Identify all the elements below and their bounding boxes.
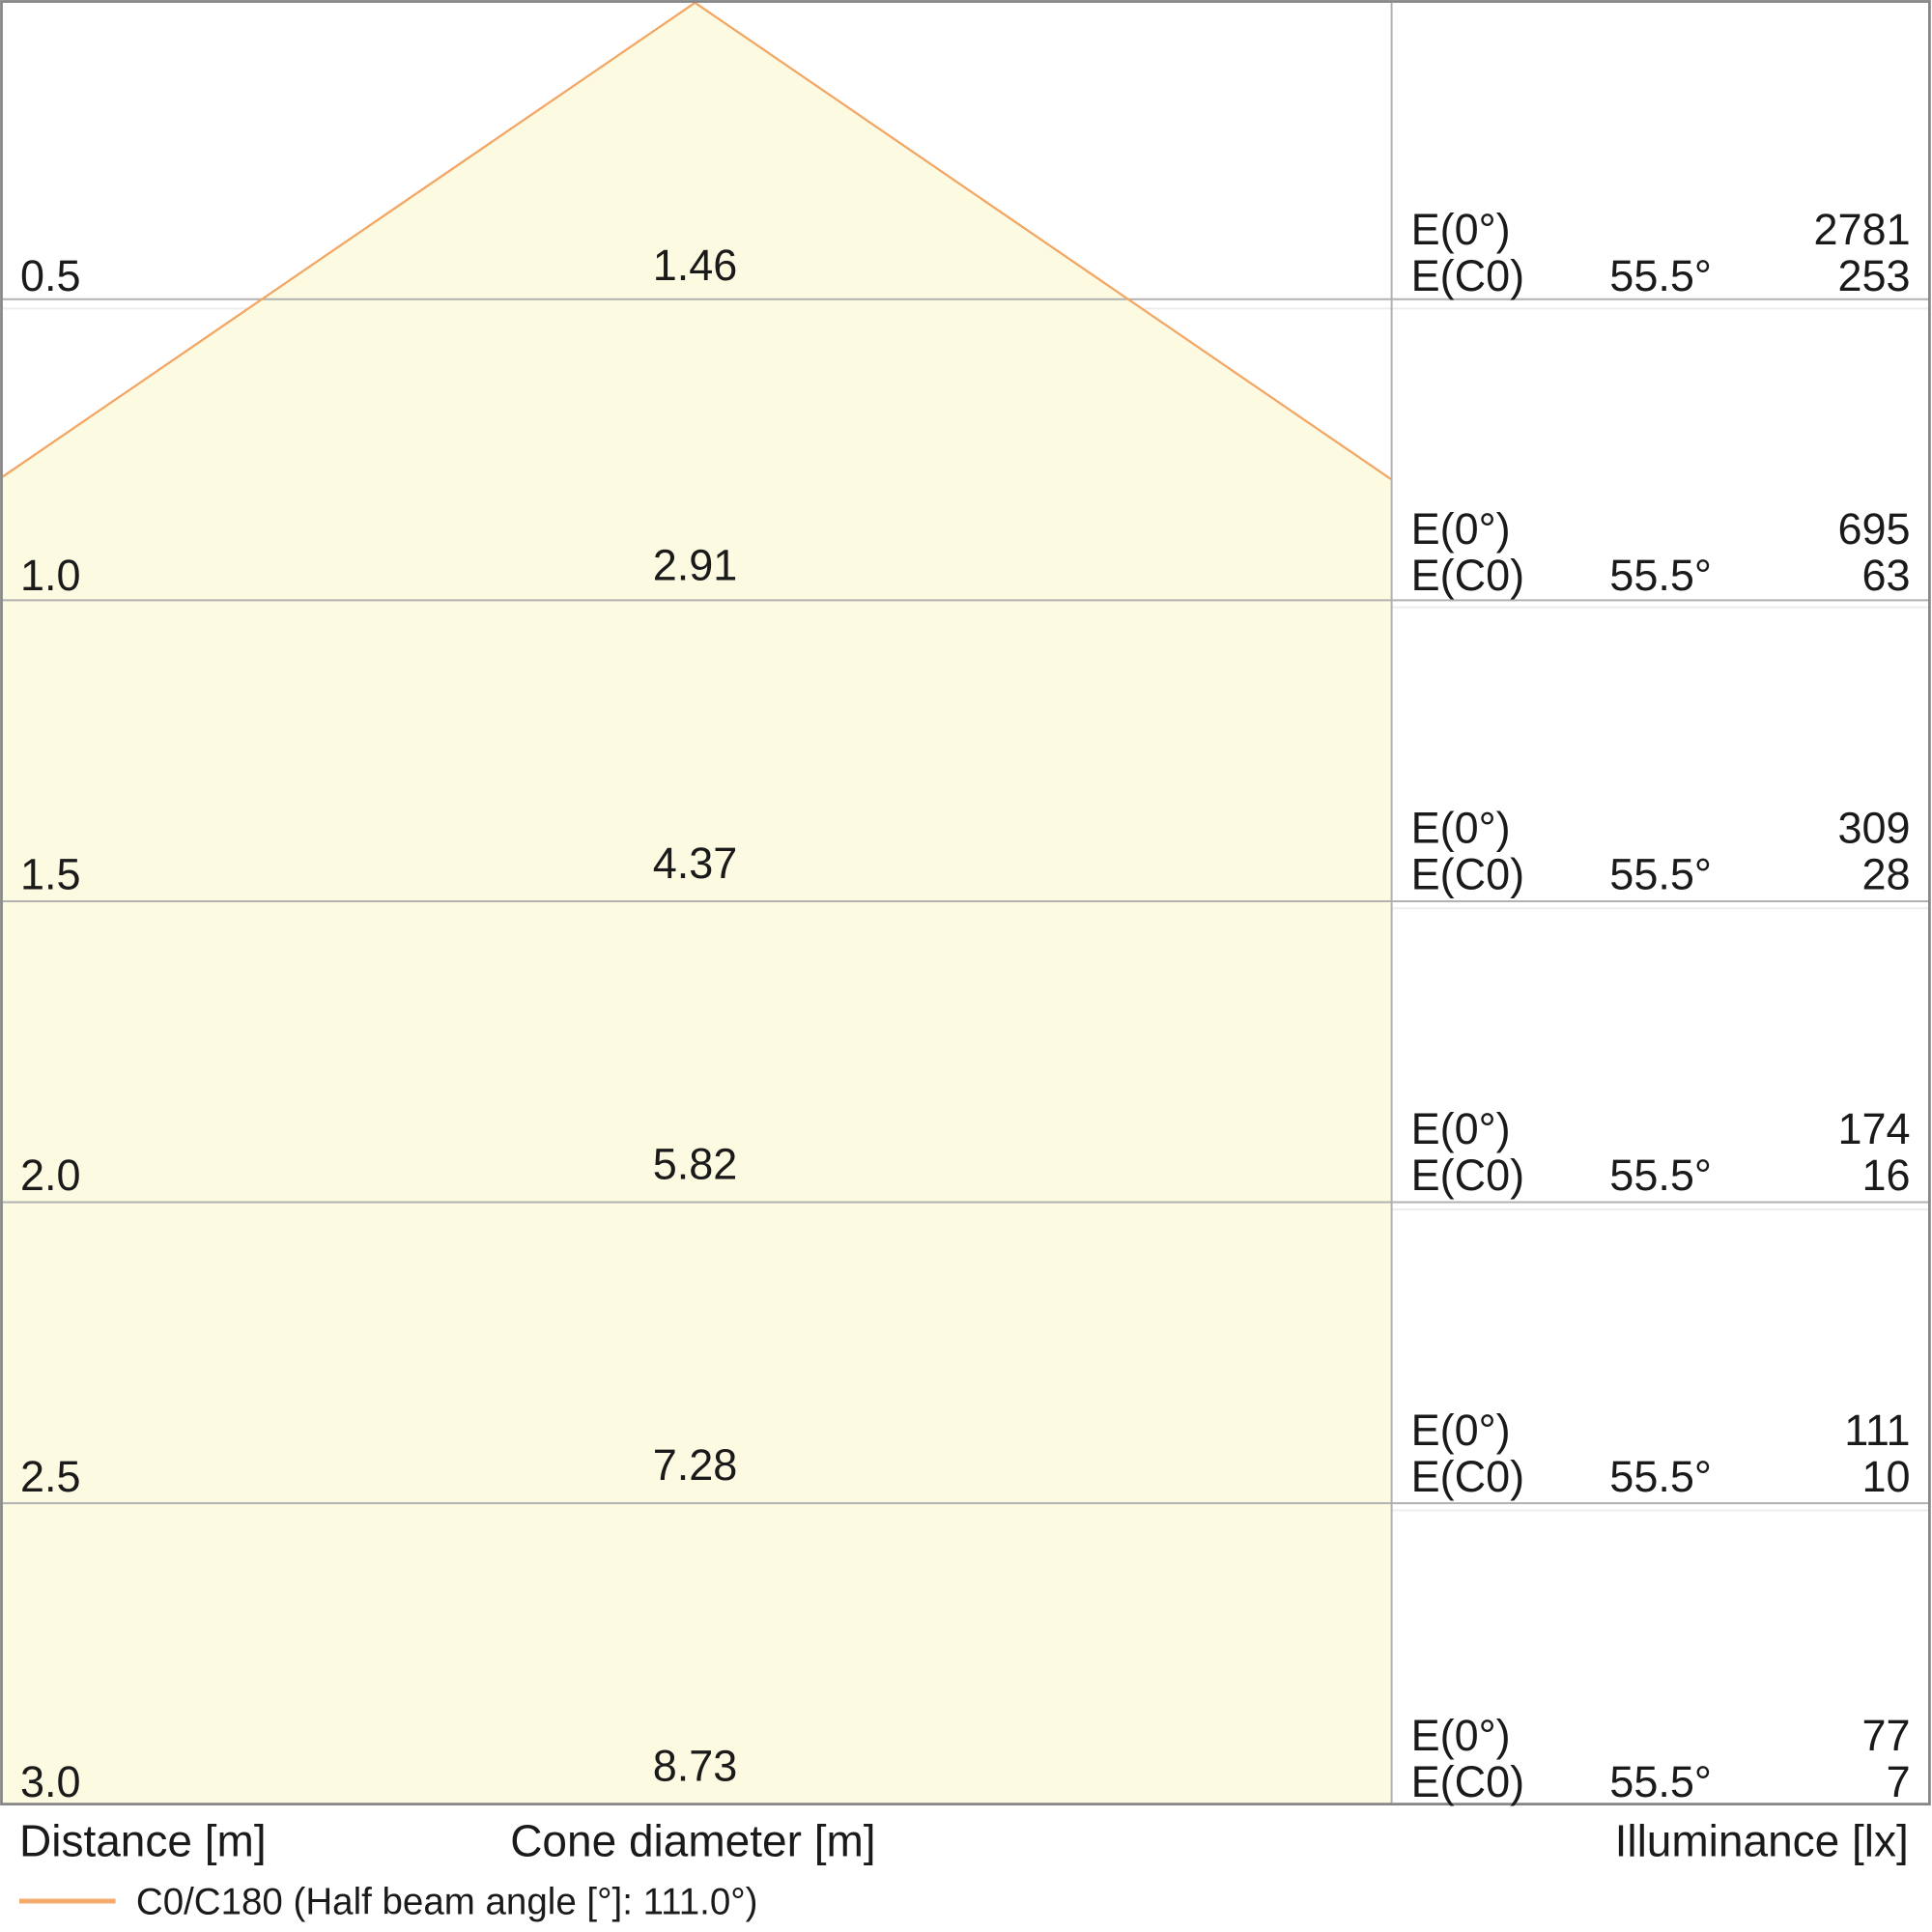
- svg-text:E(0°): E(0°): [1411, 804, 1511, 853]
- svg-text:63: 63: [1862, 551, 1911, 600]
- svg-text:2.0: 2.0: [20, 1151, 81, 1200]
- svg-text:5.82: 5.82: [653, 1140, 738, 1189]
- svg-text:55.5°: 55.5°: [1609, 551, 1712, 600]
- svg-text:0.5: 0.5: [20, 251, 81, 300]
- svg-text:Cone diameter [m]: Cone diameter [m]: [510, 1815, 875, 1865]
- svg-text:E(0°): E(0°): [1411, 1406, 1511, 1455]
- svg-text:695: 695: [1838, 504, 1911, 554]
- svg-text:2.5: 2.5: [20, 1452, 81, 1501]
- svg-text:E(C0): E(C0): [1411, 1757, 1525, 1806]
- svg-text:1.5: 1.5: [20, 850, 81, 899]
- svg-text:55.5°: 55.5°: [1609, 251, 1712, 300]
- svg-text:E(C0): E(C0): [1411, 850, 1525, 899]
- svg-text:8.73: 8.73: [653, 1742, 738, 1791]
- svg-text:2.91: 2.91: [653, 540, 738, 589]
- svg-text:77: 77: [1862, 1711, 1911, 1760]
- svg-text:E(C0): E(C0): [1411, 551, 1525, 600]
- svg-text:16: 16: [1862, 1151, 1911, 1200]
- svg-text:111: 111: [1844, 1406, 1910, 1455]
- svg-text:C0/C180 (Half beam angle [°]:: C0/C180 (Half beam angle [°]: 111.0°): [136, 1882, 758, 1923]
- svg-text:28: 28: [1862, 850, 1911, 899]
- svg-text:7.28: 7.28: [653, 1440, 738, 1490]
- svg-text:1.0: 1.0: [20, 551, 81, 600]
- svg-text:7: 7: [1887, 1757, 1911, 1806]
- svg-text:253: 253: [1838, 251, 1911, 300]
- svg-text:E(C0): E(C0): [1411, 251, 1525, 300]
- svg-text:55.5°: 55.5°: [1609, 1151, 1712, 1200]
- svg-text:E(0°): E(0°): [1411, 504, 1511, 554]
- svg-text:Distance [m]: Distance [m]: [19, 1815, 267, 1865]
- svg-text:3.0: 3.0: [20, 1757, 81, 1806]
- svg-text:E(0°): E(0°): [1411, 1711, 1511, 1760]
- svg-text:2781: 2781: [1813, 205, 1910, 254]
- svg-text:174: 174: [1838, 1104, 1911, 1153]
- svg-text:10: 10: [1862, 1452, 1911, 1501]
- svg-text:E(0°): E(0°): [1411, 205, 1511, 254]
- svg-text:55.5°: 55.5°: [1609, 850, 1712, 899]
- svg-text:1.46: 1.46: [653, 241, 738, 290]
- svg-text:E(C0): E(C0): [1411, 1452, 1525, 1501]
- svg-text:E(0°): E(0°): [1411, 1104, 1511, 1153]
- svg-text:Illuminance [lx]: Illuminance [lx]: [1615, 1815, 1909, 1865]
- svg-text:309: 309: [1838, 804, 1911, 853]
- svg-text:4.37: 4.37: [653, 838, 738, 888]
- svg-text:55.5°: 55.5°: [1609, 1757, 1712, 1806]
- svg-text:55.5°: 55.5°: [1609, 1452, 1712, 1501]
- svg-text:E(C0): E(C0): [1411, 1151, 1525, 1200]
